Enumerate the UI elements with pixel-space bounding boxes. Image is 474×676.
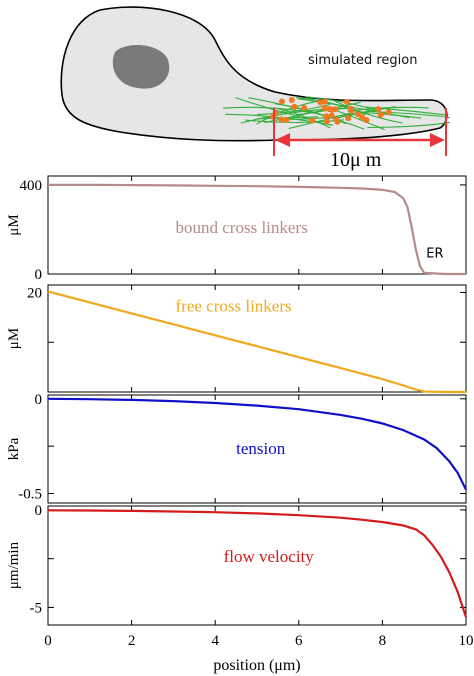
cross-linker-dot (343, 98, 350, 105)
cross-linker-dot (309, 117, 316, 124)
plot-frame (47, 394, 467, 504)
actin-fiber (333, 100, 403, 124)
cross-linker-dot (283, 116, 290, 123)
x-tick-label: 8 (379, 633, 387, 649)
series-line (47, 509, 468, 618)
panel-1: 0 400 μM bound cross linkers ER (6, 175, 467, 283)
scale-label: 10μ m (330, 149, 382, 171)
cross-linker-dot (321, 98, 328, 105)
actin-fiber (305, 96, 378, 112)
x-tick-label: 6 (295, 633, 303, 649)
cross-linker-dot (323, 113, 330, 120)
x-axis-label: position (μm) (213, 657, 300, 674)
actin-fiber (365, 106, 447, 116)
x-tick-label: 4 (211, 633, 219, 649)
cross-linker-dot (385, 109, 392, 116)
y-axis-label: μM (6, 214, 22, 235)
cross-linker-dot (363, 117, 370, 124)
panel-2: 20 μM free cross linkers (6, 284, 467, 394)
series-label: flow velocity (224, 547, 315, 566)
cross-linker-dot (278, 116, 285, 123)
simulated-region-label: simulated region (308, 53, 417, 68)
cell-schematic: simulated region 10μ m (60, 6, 451, 171)
panel-3: 0 -0.5 kPa tension (6, 392, 467, 504)
scale-arrowhead-left (275, 133, 290, 147)
cross-linker-dot (328, 112, 335, 119)
panel-4: 0 -5 μm/min flow velocity 0 2 4 6 8 10 position (μ… (6, 503, 474, 674)
series-label: free cross linkers (176, 296, 292, 315)
x-tick-label: 0 (44, 633, 52, 649)
y-tick-label: -5 (30, 600, 43, 616)
y-tick-label: 0 (35, 267, 43, 283)
plot-frame (47, 284, 467, 393)
cross-linker-dot (278, 98, 285, 105)
series-line (47, 397, 467, 491)
cross-linker-dot (334, 118, 341, 125)
cross-linker-dot (347, 105, 354, 112)
plot-frame (47, 505, 467, 626)
cross-linker-dot (317, 99, 324, 106)
y-tick-label: 0 (35, 503, 43, 519)
y-axis-label: μM (6, 328, 22, 349)
actin-fiber (240, 107, 354, 124)
cross-linker-dot (301, 104, 308, 111)
actin-fiber (256, 100, 319, 125)
y-tick-label: 400 (20, 178, 43, 194)
cross-linker-dot (288, 97, 295, 103)
y-tick-label: 20 (27, 286, 42, 302)
cross-linker-dot (375, 106, 382, 113)
series-line (48, 183, 466, 276)
series-label: bound cross linkers (176, 218, 308, 237)
actin-fiber (367, 121, 451, 129)
cross-linker-dot (291, 103, 298, 110)
er-annotation: ER (426, 246, 443, 261)
plot-frame (47, 175, 467, 275)
y-tick-label: -0.5 (18, 487, 42, 503)
cross-linker-dot (359, 114, 366, 121)
cross-linker-dot (355, 111, 361, 118)
y-axis-label: μm/min (6, 541, 22, 589)
cross-linker-dot (345, 115, 352, 122)
x-tick-label: 10 (459, 633, 474, 649)
y-tick-label: 0 (35, 392, 43, 408)
cross-linker-dot (329, 106, 336, 113)
x-tick-label: 2 (128, 633, 136, 649)
y-axis-label: kPa (6, 437, 22, 460)
cross-linker-dot (377, 111, 384, 118)
series-line (47, 290, 466, 394)
cross-linker-dot (324, 118, 330, 125)
series-label: tension (236, 439, 286, 458)
nucleus (112, 45, 170, 89)
cross-linker-dot (321, 105, 328, 112)
scale-arrowhead-right (430, 133, 445, 147)
